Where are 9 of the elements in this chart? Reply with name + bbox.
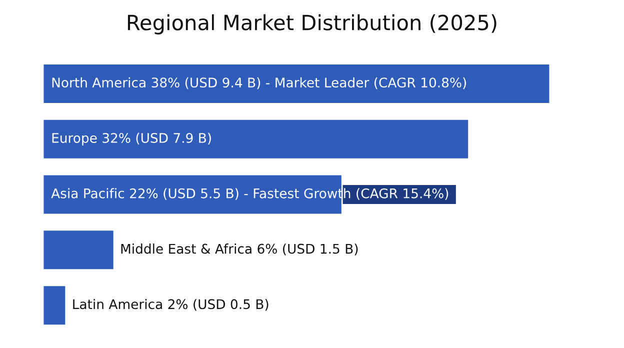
bar: [43, 229, 115, 271]
y-tick-label: North America 38% (USD 9.4 B) - Market Leader (CAGR 10.8%): [52, 77, 466, 90]
chart-title: Regional Market Distribution (2025): [128, 14, 496, 34]
bar: [43, 284, 67, 326]
y-tick-label: Latin America 2% (USD 0.5 B): [73, 298, 268, 311]
bar: [43, 118, 470, 160]
bar: [43, 63, 551, 104]
y-tick-label: Middle East & Africa 6% (USD 1.5 B): [121, 244, 358, 256]
y-tick-label: Europe 32% (USD 7.9 B): [52, 132, 211, 146]
